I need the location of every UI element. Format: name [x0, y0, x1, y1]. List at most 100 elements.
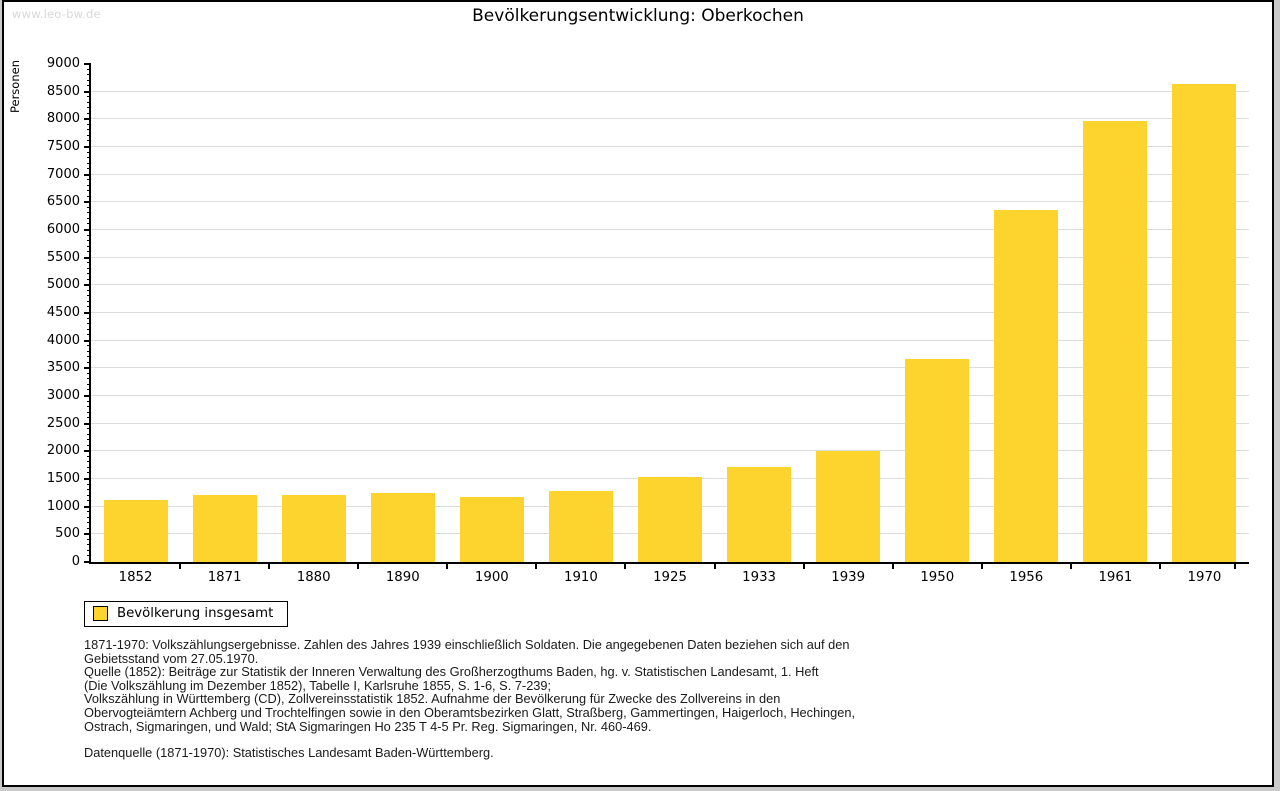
footer-note-line: (Die Volkszählung im Dezember 1852), Tab… [84, 677, 552, 693]
x-tick [268, 562, 271, 569]
y-tick [87, 300, 91, 302]
y-tick-label-4500: 4500 [46, 305, 80, 320]
legend-label: Bevölkerung insgesamt [117, 606, 274, 621]
gridline [91, 284, 1249, 286]
y-tick [87, 129, 91, 131]
y-tick [87, 444, 91, 446]
x-tick-label-1852: 1852 [118, 570, 153, 585]
y-tick [87, 522, 91, 524]
y-tick [87, 134, 91, 136]
y-tick [84, 146, 91, 148]
x-tick-label-1871: 1871 [207, 570, 242, 585]
y-tick [87, 461, 91, 463]
y-tick [87, 466, 91, 468]
y-tick [87, 323, 91, 325]
y-tick [87, 417, 91, 419]
y-tick [87, 217, 91, 219]
gridline [91, 229, 1249, 230]
y-tick [87, 190, 91, 192]
x-tick [713, 562, 716, 569]
y-tick [84, 90, 91, 93]
y-tick [87, 295, 91, 297]
x-tick-label-1950: 1950 [920, 570, 955, 585]
page-title: Bevölkerungsentwicklung: Oberkochen [472, 6, 804, 26]
x-tick-label-1956: 1956 [1009, 570, 1044, 585]
y-tick [87, 96, 91, 98]
y-tick [84, 533, 91, 536]
footer-note-line: Ostrach, Sigmaringen, und Wald; StA Sigm… [84, 718, 652, 734]
y-tick [87, 555, 91, 557]
y-tick-label-2500: 2500 [46, 415, 80, 431]
gridline [91, 339, 1249, 341]
footer-note-line: 1871-1970: Volkszählungsergebnisse. Zahl… [84, 637, 850, 652]
y-tick [87, 472, 91, 474]
bar-1852 [103, 499, 168, 562]
y-tick-label-0: 0 [71, 554, 80, 569]
y-tick-label-6500: 6500 [46, 194, 80, 210]
y-tick-label-1000: 1000 [46, 498, 80, 514]
y-tick [84, 422, 91, 425]
x-tick-label-1925: 1925 [653, 570, 687, 585]
gridline [91, 312, 1249, 313]
bar-slot [804, 64, 893, 562]
x-tick [802, 562, 805, 569]
y-tick [87, 328, 91, 330]
y-tick [87, 372, 91, 374]
bars [91, 64, 1249, 562]
bar-slot [91, 64, 180, 562]
y-axis-ticks: 0 500 1000 1500 2000 2500 3000 3500 4000 4500 5000… [47, 56, 1249, 569]
x-tick [624, 562, 627, 569]
y-tick-label-3500: 3500 [46, 360, 80, 376]
y-tick [87, 538, 91, 540]
y-tick [87, 273, 91, 275]
y-tick [87, 68, 91, 70]
footer-datasource: Datenquelle (1871-1970): Statistisches L… [84, 745, 494, 761]
y-tick [87, 549, 91, 551]
bar-slot [269, 64, 358, 562]
bar-slot [625, 64, 714, 562]
y-tick [84, 118, 91, 121]
y-tick [87, 500, 91, 502]
bar-1956 [994, 210, 1059, 562]
y-tick [87, 112, 91, 114]
y-tick-label-8500: 8500 [46, 83, 80, 99]
y-tick [87, 378, 91, 380]
y-tick [87, 428, 91, 430]
bar-slot [1160, 64, 1249, 562]
gridline [91, 422, 1249, 424]
y-tick [87, 544, 91, 546]
y-tick [87, 179, 91, 181]
y-tick [87, 494, 91, 496]
y-tick [87, 251, 91, 253]
y-tick [87, 527, 91, 529]
x-tick [179, 562, 182, 569]
y-tick [87, 240, 91, 242]
y-tick [87, 317, 91, 319]
y-tick [84, 284, 91, 287]
bar-slot [536, 64, 625, 562]
legend-swatch-icon [93, 606, 108, 621]
x-tick-label-1970: 1970 [1187, 570, 1222, 585]
y-tick [87, 439, 91, 441]
bar-slot [180, 64, 269, 562]
bar-slot [447, 64, 536, 562]
gridline [91, 118, 1249, 120]
y-tick [87, 206, 91, 208]
y-tick [87, 350, 91, 352]
y-tick [87, 162, 91, 164]
y-tick [84, 312, 91, 314]
bar-slot [715, 64, 804, 562]
y-tick [87, 306, 91, 308]
gridline [91, 450, 1249, 452]
y-tick [84, 367, 91, 370]
y-tick [87, 489, 91, 491]
x-tick-label-1890: 1890 [385, 570, 420, 585]
x-tick-label-1961: 1961 [1098, 570, 1133, 585]
bar-slot [893, 64, 982, 562]
gridline [91, 146, 1249, 147]
x-tick [1234, 562, 1236, 569]
footer-note-line: Volkszählung in Württemberg (CD), Zollve… [84, 691, 781, 707]
footer: 1871-1970: Volkszählungsergebnisse. Zahl… [84, 638, 1204, 760]
bar-1910 [548, 490, 613, 562]
